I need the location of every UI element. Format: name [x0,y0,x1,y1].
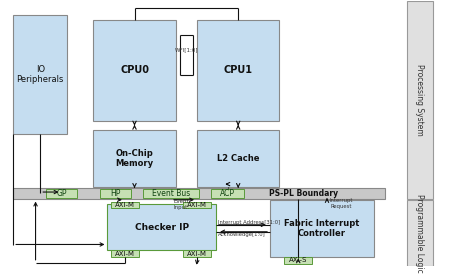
Bar [13,188,385,199]
Text: Event
Input:: Event Input: [173,199,190,210]
Bar [108,204,216,250]
Bar [211,189,244,198]
Bar [46,189,77,198]
Text: Acknowledge[1:0]: Acknowledge[1:0] [218,232,266,237]
Text: L2 Cache: L2 Cache [217,154,259,163]
Text: AXI-S: AXI-S [289,257,308,263]
Bar [100,189,131,198]
Text: CPU1: CPU1 [224,65,253,75]
Bar [13,15,67,134]
Bar [93,20,176,121]
Bar [143,189,199,198]
Bar [284,257,312,263]
Text: GP: GP [56,189,67,198]
Text: Interrupt Address[31:0]: Interrupt Address[31:0] [218,220,281,225]
Text: Event Bus: Event Bus [152,189,190,198]
Text: Interrupt
Request: Interrupt Request [329,198,353,209]
Bar [407,200,433,266]
Bar [270,200,374,257]
Text: HP: HP [110,189,121,198]
Text: Programmable Logic: Programmable Logic [415,194,424,272]
Text: AXI-M: AXI-M [187,251,207,256]
Text: IO
Peripherals: IO Peripherals [17,64,64,84]
Text: WFI[1:0]: WFI[1:0] [174,48,198,53]
Text: AXI-M: AXI-M [115,251,135,256]
Bar [111,202,139,209]
Text: CPU0: CPU0 [120,65,149,75]
Bar [111,250,139,257]
Text: AXI-M: AXI-M [187,202,207,208]
Bar [93,130,176,187]
Text: ACP: ACP [220,189,235,198]
Text: Fabric Interrupt
Controller: Fabric Interrupt Controller [284,219,359,238]
Bar [407,1,433,199]
Text: On-Chip
Memory: On-Chip Memory [116,149,154,168]
Bar [197,20,279,121]
Text: AXI-M: AXI-M [115,202,135,208]
Bar [197,130,279,187]
Bar [183,202,211,209]
Bar [183,250,211,257]
Text: Checker IP: Checker IP [135,223,189,232]
Text: Processing System: Processing System [415,64,424,136]
Text: PS-PL Boundary: PS-PL Boundary [269,189,338,198]
